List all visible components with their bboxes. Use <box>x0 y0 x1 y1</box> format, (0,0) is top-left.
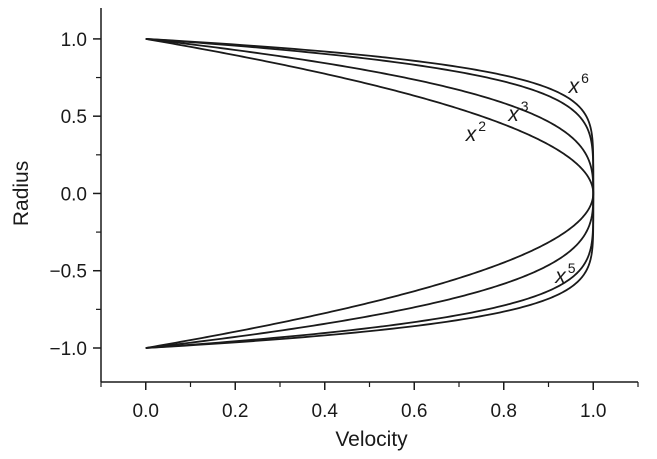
curve-x2 <box>145 38 595 349</box>
curve-annotations: x 2 x 3 x 6 x 5 <box>465 70 589 288</box>
x-tick-label: 0.8 <box>491 401 517 422</box>
x-tick-label: 0.2 <box>222 401 248 422</box>
x-tick-label: 0.0 <box>133 401 159 422</box>
axis-ticks: 0.0 0.2 0.4 0.6 0.8 1.0 1.0 0.5 0.0 −0.5 −1.0 <box>49 30 639 422</box>
y-tick-label: 0.0 <box>61 184 87 205</box>
y-tick-label: 1.0 <box>61 30 87 51</box>
y-tick-label: −1.0 <box>49 339 87 360</box>
x-tick-label: 0.6 <box>401 401 427 422</box>
y-tick-label: 0.5 <box>61 107 87 128</box>
curve-x3 <box>145 38 595 349</box>
curve-x5 <box>145 38 595 349</box>
x-tick-label: 1.0 <box>580 401 606 422</box>
velocity-curves <box>145 38 595 349</box>
chart-axes <box>100 8 638 383</box>
y-tick-label: −0.5 <box>49 262 87 283</box>
x-tick-label: 0.4 <box>312 401 339 422</box>
curve-x6 <box>145 38 595 349</box>
x-axis-title: Velocity <box>335 428 408 451</box>
y-axis-title: Radius <box>10 161 33 226</box>
